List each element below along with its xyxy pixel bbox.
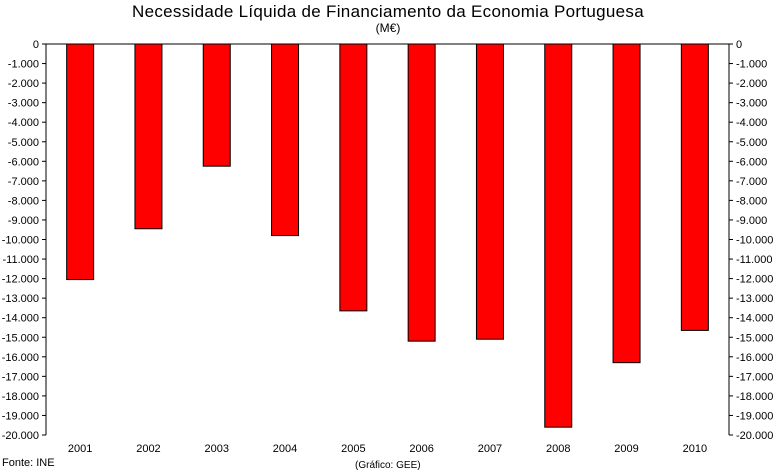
x-tick-label: 2006 xyxy=(409,443,433,455)
chart-credit: (Gráfico: GEE) xyxy=(355,460,421,471)
y-tick-label-right: -8.000 xyxy=(736,195,767,207)
y-tick-label-right: -18.000 xyxy=(736,391,773,403)
x-tick-label: 2010 xyxy=(683,443,707,455)
x-tick-label: 2008 xyxy=(546,443,570,455)
y-tick-label-right: -1.000 xyxy=(736,59,767,71)
y-tick-label-right: -20.000 xyxy=(736,430,773,442)
y-tick-label-left: -20.000 xyxy=(2,430,39,442)
y-tick-label-right: -17.000 xyxy=(736,371,773,383)
x-tick-label: 2009 xyxy=(614,443,638,455)
bar-2002 xyxy=(134,43,163,230)
y-tick-label-left: -16.000 xyxy=(2,352,39,364)
axis-labels: 0 0 -1.000 -1.000 -2.000 -2.000 -3.000 -3.000 -4… xyxy=(2,39,774,455)
y-tick-label-left: -17.000 xyxy=(2,371,39,383)
y-tick-label-left: -11.000 xyxy=(3,254,40,266)
bar-2004 xyxy=(271,43,300,237)
y-tick-label-left: -5.000 xyxy=(8,137,39,149)
bar-2003 xyxy=(202,43,231,167)
x-tick-label: 2003 xyxy=(205,443,229,455)
y-tick-label-right: -14.000 xyxy=(736,313,773,325)
y-tick-label-left: -4.000 xyxy=(8,117,39,129)
y-tick-label-right: -12.000 xyxy=(736,274,773,286)
bar-2007 xyxy=(475,43,504,340)
x-tick-label: 2002 xyxy=(136,443,160,455)
y-tick-label-left: -9.000 xyxy=(8,215,39,227)
y-tick-label-right: -15.000 xyxy=(736,332,773,344)
bar-2010 xyxy=(680,43,709,331)
x-tick-label: 2001 xyxy=(68,443,92,455)
y-tick-label-right: -6.000 xyxy=(736,156,767,168)
y-tick-label-right: 0 xyxy=(736,39,742,51)
bar-2005 xyxy=(339,43,368,312)
y-tick-label-right: -4.000 xyxy=(736,117,767,129)
y-tick-label-right: -2.000 xyxy=(736,78,767,90)
y-tick-label-right: -7.000 xyxy=(736,176,767,188)
bar-2008 xyxy=(544,43,573,428)
y-tick-label-left: -6.000 xyxy=(8,156,39,168)
x-tick-label: 2004 xyxy=(273,443,297,455)
y-tick-label-right: -19.000 xyxy=(736,410,773,422)
y-tick-label-right: -5.000 xyxy=(736,137,767,149)
y-tick-label-left: -2.000 xyxy=(8,78,39,90)
bar-2009 xyxy=(612,43,641,364)
y-tick-label-left: -14.000 xyxy=(2,313,39,325)
y-tick-label-left: -18.000 xyxy=(2,391,39,403)
y-tick-label-left: -8.000 xyxy=(8,195,39,207)
chart-unit: (M€) xyxy=(375,21,401,35)
y-tick-label-left: -13.000 xyxy=(2,293,39,305)
y-tick-label-right: -3.000 xyxy=(736,98,767,110)
y-tick-label-left: -10.000 xyxy=(2,235,39,247)
source-note: Fonte: INE xyxy=(2,457,55,469)
x-tick-label: 2005 xyxy=(341,443,365,455)
y-tick-label-right: -13.000 xyxy=(736,293,773,305)
y-tick-label-right: -11.000 xyxy=(736,254,773,266)
y-tick-label-right: -16.000 xyxy=(736,352,773,364)
y-tick-label-left: -3.000 xyxy=(8,98,39,110)
y-tick-label-left: -12.000 xyxy=(2,274,39,286)
bar-2006 xyxy=(407,43,436,342)
y-tick-label-left: -1.000 xyxy=(8,59,39,71)
y-tick-label-left: 0 xyxy=(33,39,39,51)
bars xyxy=(66,43,709,428)
y-tick-label-right: -10.000 xyxy=(736,235,773,247)
y-tick-label-left: -15.000 xyxy=(2,332,39,344)
y-tick-label-right: -9.000 xyxy=(736,215,767,227)
x-tick-label: 2007 xyxy=(478,443,502,455)
y-tick-label-left: -7.000 xyxy=(8,176,39,188)
bar-2001 xyxy=(66,43,95,281)
chart-title: Necessidade Líquida de Financiamento da … xyxy=(132,2,644,21)
y-tick-label-left: -19.000 xyxy=(2,410,39,422)
